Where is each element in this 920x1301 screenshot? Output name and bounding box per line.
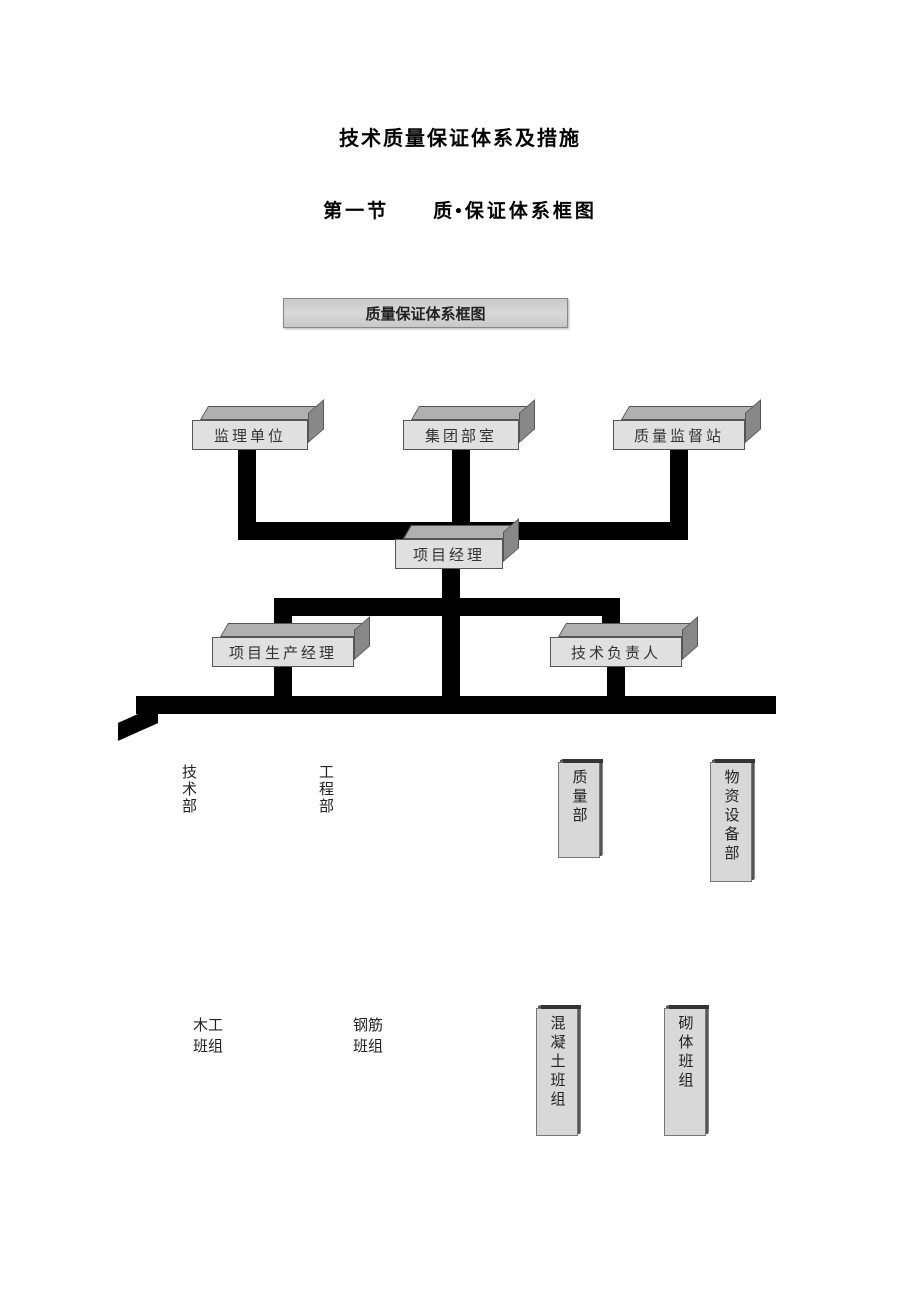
node-tech-lead-label: 技术负责人 <box>571 642 661 663</box>
node-project-manager-label: 项目经理 <box>413 544 485 565</box>
node-quality-dept: 质量部 <box>558 762 600 858</box>
node-supervision-label: 监理单位 <box>214 425 286 446</box>
connector <box>442 569 460 714</box>
diagram-header-text: 质量保证体系框图 <box>365 303 485 324</box>
node-material-dept: 物资设备部 <box>710 762 752 882</box>
node-masonry-label: 砌体班组 <box>675 1015 696 1091</box>
node-concrete-label: 混凝土班组 <box>547 1015 568 1110</box>
node-masonry: 砌体班组 <box>664 1008 706 1136</box>
page-title: 技术质量保证体系及措施 <box>0 122 920 151</box>
node-production-mgr-label: 项目生产经理 <box>229 642 337 663</box>
node-group-office-label: 集团部室 <box>425 425 497 446</box>
node-carpenter: 木工 班组 <box>193 1016 223 1058</box>
node-quality-dept-label: 质量部 <box>569 769 590 826</box>
node-eng-dept: 工程部 <box>314 764 335 815</box>
section-title: 第一节 质•保证体系框图 <box>0 196 920 223</box>
node-concrete: 混凝土班组 <box>536 1008 578 1136</box>
connector <box>274 598 620 616</box>
connector <box>136 696 776 714</box>
node-quality-station-label: 质量监督站 <box>634 425 724 446</box>
node-rebar: 钢筋 班组 <box>353 1016 383 1058</box>
node-tech-dept: 技术部 <box>177 764 198 815</box>
diagram-header-box: 质量保证体系框图 <box>283 298 568 328</box>
node-material-dept-label: 物资设备部 <box>721 769 742 864</box>
